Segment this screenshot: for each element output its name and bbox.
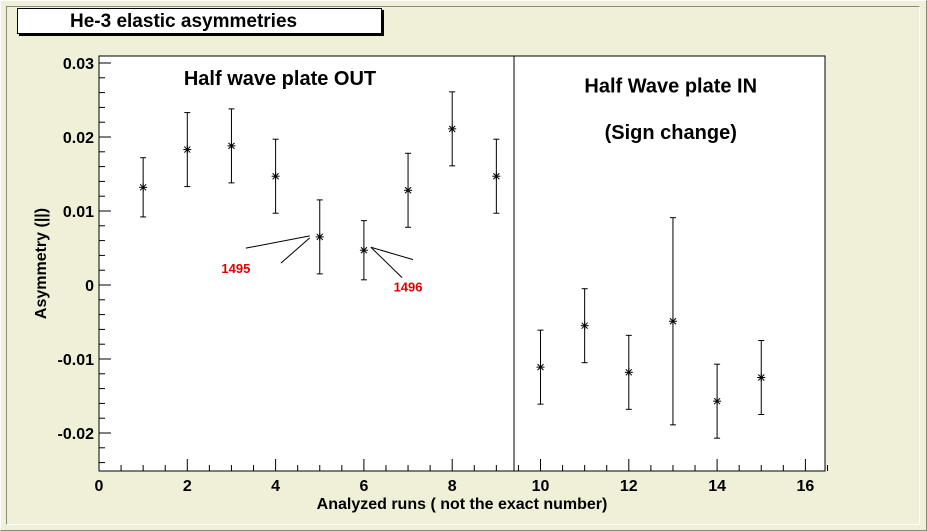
x-tick-label: 10 [532, 478, 550, 495]
run-label: 1495 [221, 261, 250, 276]
x-tick-label: 8 [448, 478, 457, 495]
region-annotation: Half Wave plate IN [584, 76, 757, 98]
asterisk-marker [625, 368, 633, 376]
data-point [227, 108, 236, 184]
x-tick-label: 2 [183, 478, 192, 495]
x-tick-label: 4 [271, 478, 280, 495]
asterisk-marker [713, 397, 721, 405]
asterisk-marker [757, 374, 765, 381]
asterisk-marker [581, 322, 589, 330]
region-annotation: (Sign change) [605, 122, 737, 144]
asterisk-marker [183, 146, 191, 153]
data-point [668, 217, 677, 426]
y-tick-label: -0.01 [58, 352, 95, 369]
canvas-inner-frame [6, 6, 920, 525]
plot-frame [98, 55, 826, 472]
y-tick-label: 0.02 [63, 130, 94, 147]
canvas-title: He-3 elastic asymmetries [17, 8, 382, 34]
asterisk-marker [448, 125, 456, 133]
region-annotation: Half wave plate OUT [184, 68, 376, 90]
asterisk-marker [272, 172, 279, 180]
asterisk-marker [360, 246, 368, 254]
data-marks [139, 56, 766, 471]
data-point [315, 199, 324, 275]
y-tick-label: 0.01 [63, 204, 94, 221]
asterisk-marker [669, 317, 677, 325]
data-point [492, 138, 501, 214]
data-point [536, 329, 545, 405]
pointer-line [245, 235, 310, 249]
pointer-line [370, 246, 403, 279]
data-point [713, 363, 722, 439]
axes [98, 62, 828, 471]
asterisk-marker [492, 172, 500, 180]
x-tick-label: 12 [620, 478, 638, 495]
data-point [139, 157, 148, 218]
data-point [183, 112, 192, 188]
data-point [271, 138, 280, 214]
chart-texts: 0 2 4 6 8 10 12 14 16 -0.02 -0.01 0 0.01 0.02 0.03 Anal… [33, 56, 814, 513]
run-label: 1496 [394, 280, 423, 295]
pointer-line [280, 237, 311, 264]
data-point [580, 288, 589, 364]
asterisk-marker [404, 186, 412, 194]
y-axis-title: Asymmetry (||) [33, 208, 50, 319]
y-tick-label: 0.03 [63, 56, 94, 73]
asterisk-marker [139, 183, 147, 191]
asterisk-marker [228, 142, 235, 150]
data-point [404, 152, 413, 228]
x-axis-title: Analyzed runs ( not the exact number) [317, 496, 608, 513]
x-tick-label: 0 [95, 478, 104, 495]
y-tick-label: 0 [85, 278, 94, 295]
data-point [359, 220, 368, 281]
x-tick-label: 6 [359, 478, 368, 495]
x-tick-label: 14 [708, 478, 726, 495]
data-point [757, 340, 766, 415]
asterisk-marker [537, 363, 544, 371]
x-tick-label: 16 [797, 478, 815, 495]
data-point [448, 91, 457, 167]
data-point [624, 334, 633, 410]
y-tick-label: -0.02 [58, 426, 95, 443]
asterisk-marker [316, 233, 324, 241]
pointer-line [370, 246, 414, 261]
